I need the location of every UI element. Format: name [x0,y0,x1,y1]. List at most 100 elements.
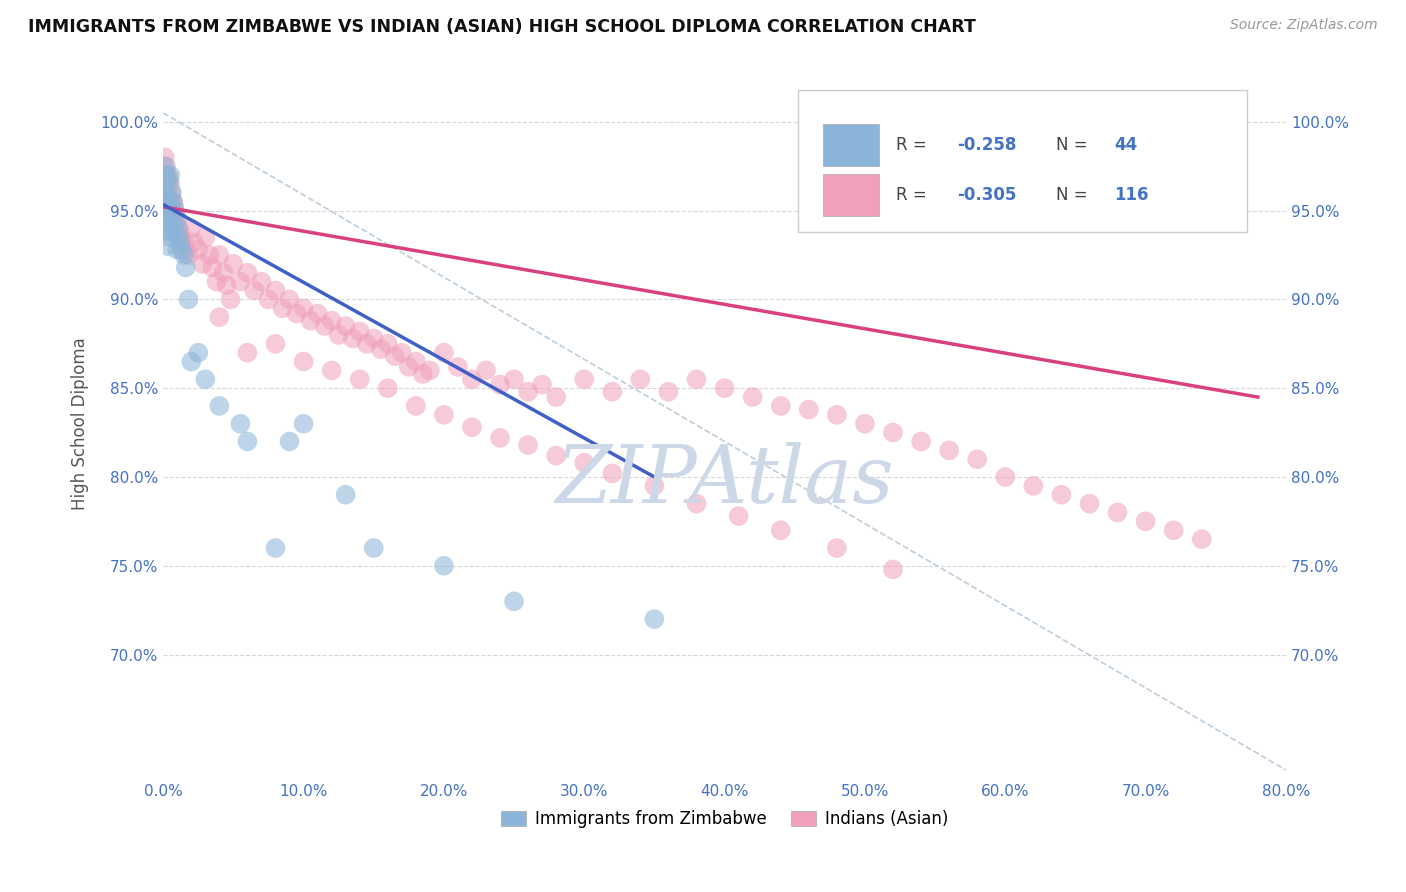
Point [503,594,526,608]
Point [741,390,763,404]
Point [433,558,456,573]
Point [174,243,197,257]
Point [657,384,679,399]
Point [155,168,177,182]
Text: IMMIGRANTS FROM ZIMBABWE VS INDIAN (ASIAN) HIGH SCHOOL DIPLOMA CORRELATION CHART: IMMIGRANTS FROM ZIMBABWE VS INDIAN (ASIA… [28,18,976,36]
Point [503,372,526,386]
Point [219,293,242,307]
Point [938,443,960,458]
Point [159,230,181,244]
Text: N =: N = [1056,136,1092,154]
Point [377,381,399,395]
Point [489,377,512,392]
Point [173,235,195,250]
Point [292,417,315,431]
Point [169,225,191,239]
Point [685,497,707,511]
Point [1078,497,1101,511]
Point [412,367,434,381]
Point [574,456,596,470]
Point [177,293,200,307]
Point [882,562,904,576]
Point [966,452,988,467]
Point [177,248,200,262]
Point [159,177,181,191]
Point [1163,523,1185,537]
Text: 44: 44 [1114,136,1137,154]
Point [299,314,322,328]
Point [194,230,217,244]
Point [335,488,357,502]
Point [194,372,217,386]
Point [180,221,202,235]
Point [236,434,259,449]
Point [159,200,181,214]
Point [264,284,287,298]
Y-axis label: High School Diploma: High School Diploma [72,337,89,510]
Point [363,541,385,555]
Point [153,150,176,164]
Point [208,399,231,413]
Point [264,336,287,351]
Text: Source: ZipAtlas.com: Source: ZipAtlas.com [1230,18,1378,32]
Point [384,349,406,363]
Point [163,200,186,214]
Point [475,363,498,377]
Text: -0.305: -0.305 [957,186,1017,204]
Point [461,420,484,434]
Point [236,345,259,359]
Point [342,331,364,345]
Point [191,257,214,271]
Point [391,345,413,359]
Point [321,363,343,377]
Point [153,159,176,173]
Point [162,194,184,209]
Point [159,168,181,182]
Point [160,207,183,221]
Point [163,225,186,239]
Point [167,221,190,235]
Point [292,301,315,316]
Point [335,319,357,334]
Point [167,230,190,244]
Point [157,171,180,186]
Point [1107,506,1129,520]
Point [727,509,749,524]
Point [370,342,392,356]
Point [155,159,177,173]
Point [212,266,235,280]
Point [517,438,540,452]
FancyBboxPatch shape [824,174,879,216]
FancyBboxPatch shape [824,124,879,166]
Point [162,212,184,227]
Point [433,408,456,422]
Text: R =: R = [897,186,932,204]
Point [994,470,1017,484]
Point [292,354,315,368]
Point [166,212,188,227]
Point [183,235,205,250]
Point [356,336,378,351]
Point [222,257,245,271]
Point [157,177,180,191]
Point [825,408,848,422]
Point [1135,515,1157,529]
Point [157,194,180,209]
Point [163,203,186,218]
Point [156,189,179,203]
Point [257,293,280,307]
Point [166,221,188,235]
Point [236,266,259,280]
Point [156,221,179,235]
Point [546,449,568,463]
Point [162,218,184,232]
Point [314,319,336,334]
Point [198,248,221,262]
Point [205,275,228,289]
Point [264,541,287,555]
Point [153,186,176,200]
Point [166,243,188,257]
Point [461,372,484,386]
Point [307,307,329,321]
Point [363,331,385,345]
